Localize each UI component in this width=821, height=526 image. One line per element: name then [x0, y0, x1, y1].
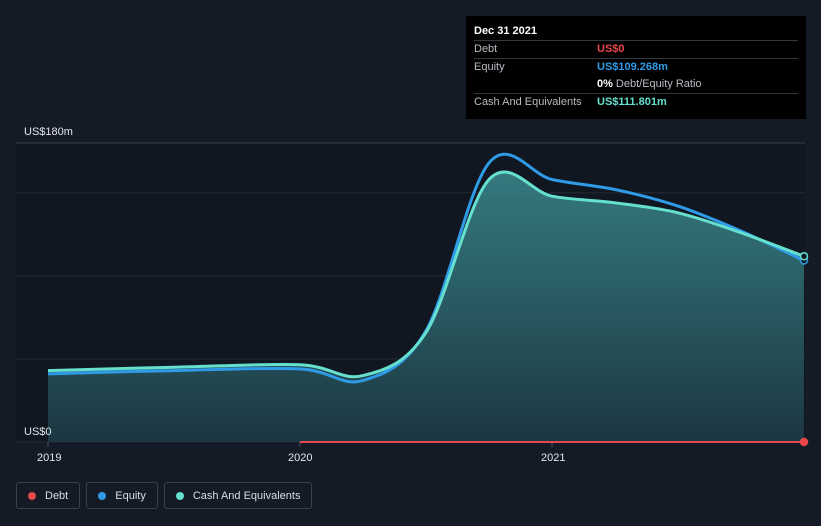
tooltip-debt-row: Debt US$0 — [474, 40, 798, 58]
y-tick-label-bottom: US$0 — [24, 426, 52, 438]
tooltip-cash-row: Cash And Equivalents US$111.801m — [474, 93, 798, 111]
x-tick-label-2021: 2021 — [541, 452, 565, 464]
chart-legend: Debt Equity Cash And Equivalents — [16, 482, 313, 509]
tooltip-debt-value: US$0 — [597, 43, 625, 55]
tooltip-ratio-label: Debt/Equity Ratio — [615, 78, 702, 90]
tooltip-ratio-row: 0% Debt/Equity Ratio — [474, 76, 798, 93]
tooltip-equity-value: US$109.268m — [597, 61, 668, 73]
cash-area-fill — [48, 171, 804, 442]
cash-series-line — [47, 170, 805, 379]
legend-dot-cash-icon — [175, 491, 184, 500]
tooltip-equity-row: Equity US$109.268m — [474, 58, 798, 76]
legend-item-debt[interactable]: Debt — [16, 482, 81, 509]
x-tick-label-2020: 2020 — [288, 452, 312, 464]
tooltip-ratio-value: 0% — [597, 78, 613, 90]
legend-item-cash[interactable]: Cash And Equivalents — [163, 482, 313, 509]
tooltip-cash-label: Cash And Equivalents — [474, 96, 582, 108]
legend-dot-equity-icon — [98, 491, 107, 500]
legend-label-debt: Debt — [45, 489, 69, 502]
tooltip-ratio-spacer — [474, 76, 597, 93]
y-tick-label-top: US$180m — [24, 126, 73, 138]
tooltip-date: Dec 31 2021 — [474, 25, 537, 37]
legend-label-cash: Cash And Equivalents — [192, 489, 301, 502]
equity-series-line — [47, 153, 805, 384]
debt-end-marker — [800, 438, 808, 446]
hover-tooltip: Dec 31 2021 Debt US$0 Equity US$109.268m… — [466, 16, 806, 119]
series-layer — [47, 153, 809, 447]
legend-label-equity: Equity — [115, 489, 146, 502]
tooltip-debt-label: Debt — [474, 43, 498, 55]
tooltip-cash-value: US$111.801m — [597, 96, 667, 108]
series-end-marker — [799, 252, 809, 261]
legend-dot-debt-icon — [28, 491, 36, 500]
tooltip-equity-label: Equity — [474, 61, 505, 73]
x-tick-label-2019: 2019 — [37, 452, 61, 464]
legend-item-equity[interactable]: Equity — [86, 482, 158, 509]
axis-labels: US$180m US$0 2019 2020 2021 — [24, 126, 565, 464]
